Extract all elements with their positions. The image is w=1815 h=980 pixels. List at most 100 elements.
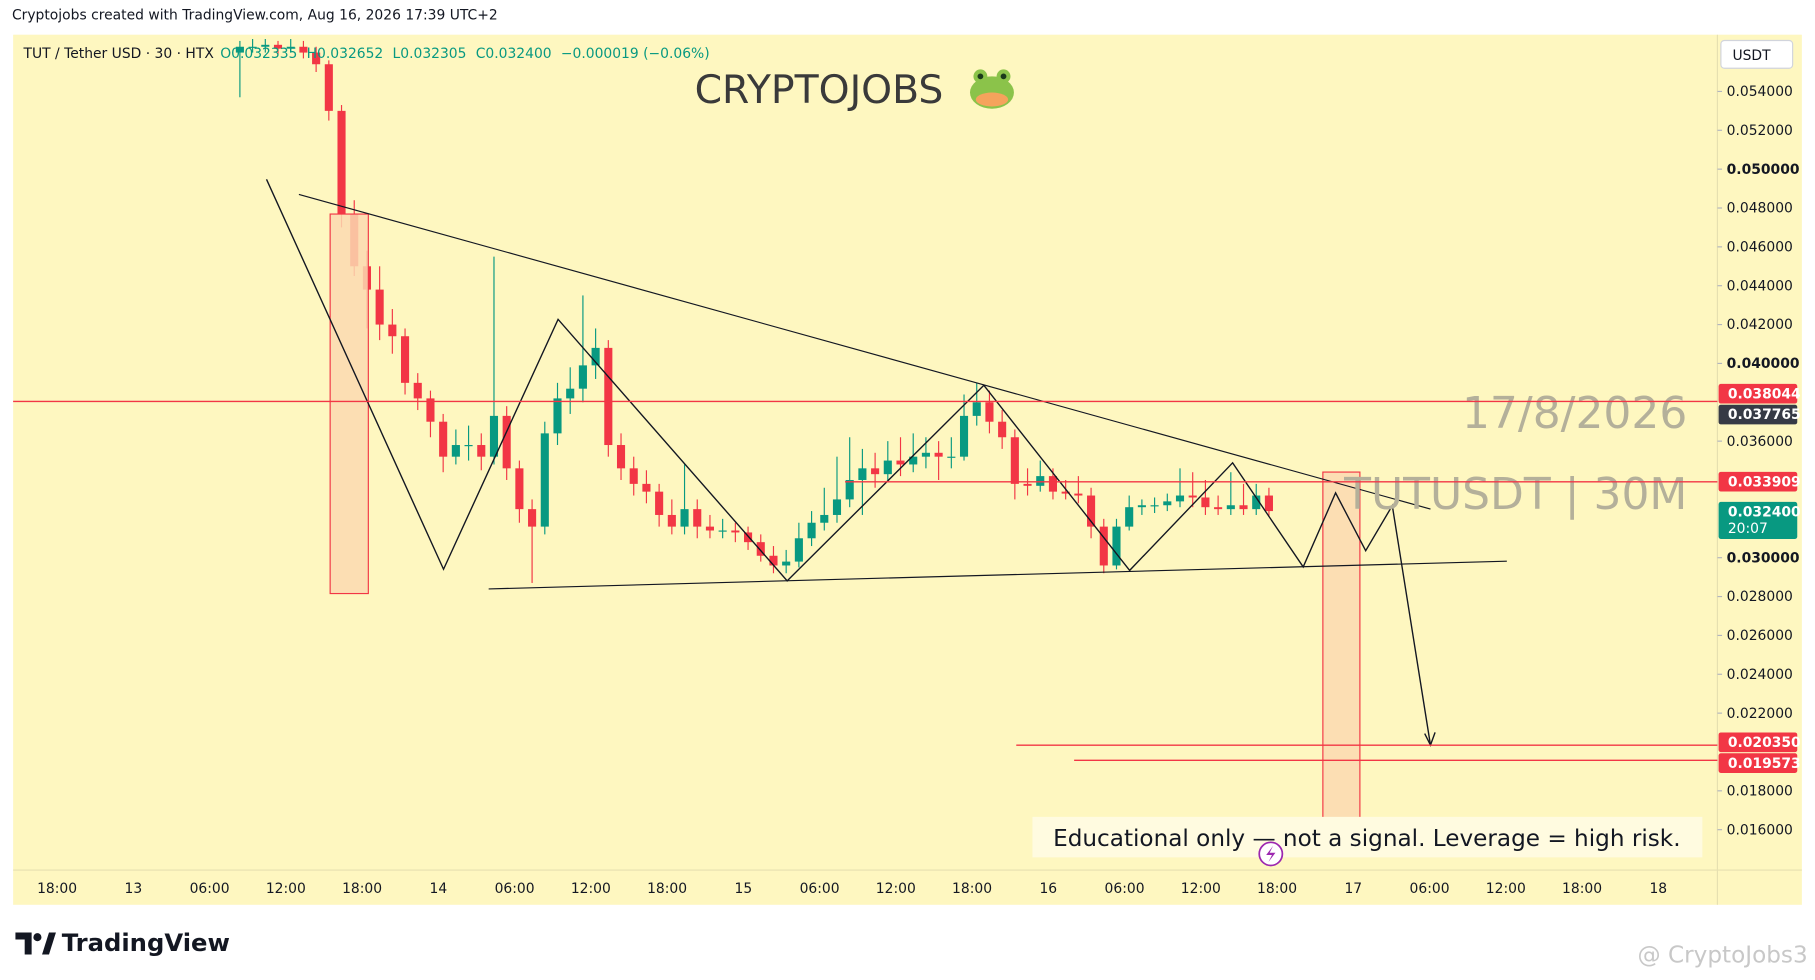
candle-body (489, 415, 499, 457)
candle-body (1226, 505, 1235, 510)
price-tag (1718, 753, 1798, 773)
candle-body (591, 347, 600, 366)
candle-body (1048, 476, 1058, 492)
x-tick-label: 18:00 (647, 881, 687, 897)
chart-title: CRYPTOJOBS (695, 67, 944, 113)
candle-body (858, 468, 867, 480)
candle-body (1214, 507, 1223, 510)
candle-body (769, 555, 778, 566)
x-tick-label: 14 (429, 881, 447, 897)
candle-body (375, 289, 384, 325)
x-tick-label: 18:00 (37, 881, 77, 897)
y-tick-label: 0.022000 (1727, 706, 1793, 722)
candle-body (845, 479, 854, 500)
x-tick-label: 12:00 (876, 881, 916, 897)
candle-body (1099, 526, 1108, 566)
candle-body (616, 445, 626, 469)
candle-body (959, 415, 969, 457)
y-tick-label: 0.018000 (1727, 783, 1793, 799)
candle-body (401, 336, 410, 383)
candle-body (947, 456, 956, 458)
currency[interactable]: USDT (1732, 48, 1771, 64)
x-tick-label: 18:00 (952, 881, 992, 897)
candle-body (731, 530, 740, 533)
candle-body (1201, 497, 1210, 508)
frog-mouth (975, 92, 1009, 107)
candle-body (1264, 495, 1273, 512)
y-tick-label: 0.048000 (1727, 201, 1793, 217)
frog-pupil (977, 73, 984, 80)
candle-body (1112, 526, 1121, 566)
price-tag-label: 0.037765 (1728, 407, 1801, 423)
candle-body (667, 514, 676, 527)
y-tick-label: 0.040000 (1727, 356, 1800, 372)
y-tick-label: 0.030000 (1727, 550, 1800, 566)
candle-body (680, 509, 689, 527)
candle-body (642, 483, 651, 492)
logo-mark (42, 932, 56, 955)
price-tag-label: 0.019573 (1728, 756, 1801, 772)
candle-body (1087, 495, 1096, 527)
drawings (265, 179, 1507, 853)
frog-icon (969, 69, 1014, 109)
candle-body (921, 452, 930, 457)
candle-body (515, 468, 524, 510)
candle-body (794, 538, 803, 562)
candle-body (1252, 495, 1261, 510)
candle-body (286, 46, 295, 49)
y-tick-label: 0.016000 (1727, 822, 1793, 838)
candle-body (1150, 505, 1159, 507)
candle-body (235, 46, 244, 53)
candle-body (451, 445, 460, 457)
projection-path (265, 179, 1432, 746)
candle-body (413, 382, 422, 399)
candle-body (1074, 493, 1083, 496)
candles (235, 38, 1273, 583)
x-tick-label: 12:00 (571, 881, 611, 897)
candle-body (388, 324, 397, 337)
candle-body (693, 509, 702, 527)
x-tick-label: 12:00 (1486, 881, 1526, 897)
candle-body (705, 526, 714, 531)
price-tag-label: 0.033909 (1728, 474, 1801, 490)
candle-body (807, 522, 816, 539)
y-tick-label: 0.026000 (1727, 628, 1793, 644)
ohlc-legend: C0.032400 (476, 46, 552, 62)
price-tag-label: 0.020350 (1728, 735, 1801, 751)
highlight-box (1322, 471, 1361, 853)
candle-body (718, 530, 727, 532)
candle-body (553, 398, 562, 434)
y-tick-label: 0.024000 (1727, 667, 1793, 683)
candle-body (1137, 505, 1146, 508)
candle-body (299, 46, 308, 53)
y-tick-label: 0.046000 (1727, 239, 1793, 255)
note-box (1032, 816, 1703, 858)
symbol: TUT / Tether USD · 30 · HTX (23, 46, 215, 62)
candle-body (261, 44, 270, 47)
x-tick-label: 15 (734, 881, 752, 897)
candle-body (426, 398, 435, 422)
candle-body (655, 491, 664, 515)
watermark: TUTUSDT | 30M (1343, 469, 1687, 520)
candle-body (477, 445, 486, 457)
x-tick-label: 18:00 (1257, 881, 1297, 897)
candle-body (566, 388, 575, 399)
y-tick-label: 0.044000 (1727, 278, 1793, 294)
ohlc-legend: H0.032652 (307, 46, 384, 62)
candle-body (578, 365, 587, 389)
price-tag (1718, 404, 1798, 425)
price-tag-label: 0.038044 (1728, 386, 1801, 402)
x-tick-label: 18:00 (1562, 881, 1602, 897)
candle-body (439, 421, 448, 457)
y-tick-label: 0.052000 (1727, 123, 1793, 139)
candle-body (756, 542, 765, 556)
logo-text: TradingView (62, 928, 230, 957)
ohlc-legend: −0.000019 (−0.06%) (561, 46, 710, 62)
candle-body (1125, 507, 1134, 527)
header: Cryptojobs created with TradingView.com,… (12, 8, 498, 24)
currency-button[interactable] (1720, 39, 1794, 69)
candle-body (909, 456, 918, 465)
candle-body (896, 460, 905, 465)
candle-body (1036, 476, 1045, 486)
candle-body (604, 347, 613, 446)
